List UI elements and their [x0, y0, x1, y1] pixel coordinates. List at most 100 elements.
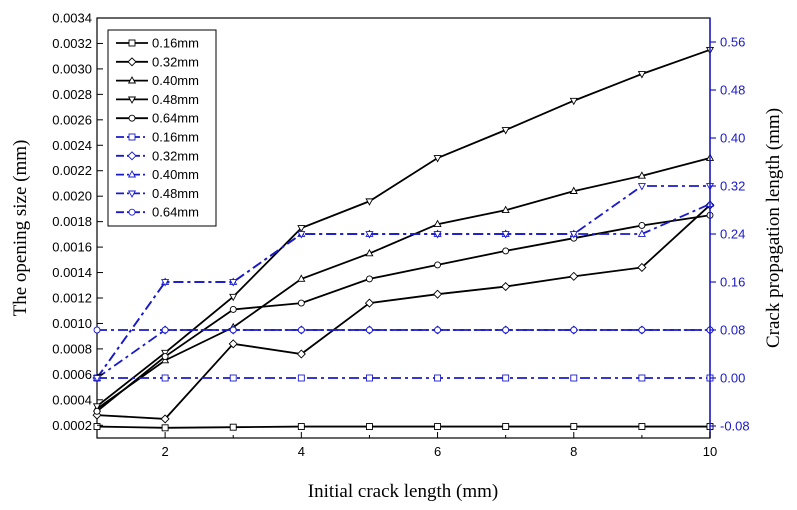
- data-point-diamond: [296, 349, 306, 359]
- legend-label: 0.40mm: [152, 167, 199, 182]
- series-left-0.16mm: [93, 423, 714, 432]
- data-point-triangle-up: [569, 186, 578, 194]
- x-tick-label: 6: [434, 444, 441, 459]
- left-y-tick-label: 0.0034: [52, 11, 92, 26]
- data-point-circle: [128, 114, 136, 122]
- right-y-tick-label: -0.08: [720, 419, 750, 434]
- data-point-square: [502, 423, 510, 430]
- data-point-circle: [128, 208, 136, 216]
- legend-label: 0.16mm: [152, 36, 199, 51]
- right-y-tick-label: 0.56: [720, 35, 745, 50]
- legend-label: 0.32mm: [152, 148, 199, 163]
- legend: 0.16mm 0.32mm 0.40mm 0.48mm 0.64mm 0.16mm 0.32…: [107, 29, 217, 227]
- data-point-square: [570, 423, 578, 430]
- data-point-diamond: [127, 57, 137, 67]
- data-point-triangle-up: [501, 205, 510, 214]
- data-point-circle: [229, 326, 237, 334]
- data-point-triangle-up: [297, 274, 306, 282]
- series-line: [96, 157, 711, 410]
- series-line: [96, 204, 711, 420]
- data-point-square: [638, 423, 646, 430]
- legend-entry: 0.48mm: [116, 92, 199, 107]
- left-y-tick-label: 0.0032: [52, 36, 92, 51]
- right-y-tick-label: 0.08: [720, 323, 745, 338]
- left-y-tick-label: 0.0002: [52, 418, 92, 433]
- data-point-triangle-up: [127, 170, 137, 178]
- data-point-circle: [161, 326, 169, 334]
- legend-entry: 0.32mm: [116, 54, 199, 69]
- legend-entry: 0.40mm: [116, 167, 199, 182]
- data-point-triangle-up: [637, 229, 646, 237]
- data-point-square: [161, 374, 169, 382]
- data-point-triangle-down: [501, 231, 510, 239]
- data-point-circle: [365, 275, 373, 283]
- left-y-tick-label: 0.0022: [52, 163, 92, 178]
- series-left-0.48mm: [92, 46, 715, 411]
- data-point-circle: [638, 326, 646, 334]
- x-tick-label: 8: [570, 444, 577, 459]
- left-y-tick-label: 0.0028: [52, 87, 92, 102]
- left-y-tick-label: 0.0030: [52, 61, 92, 76]
- data-point-diamond: [433, 289, 443, 299]
- left-y-tick-label: 0.0014: [52, 265, 92, 280]
- series-line: [96, 48, 711, 407]
- data-point-diamond: [364, 298, 374, 308]
- series-left-0.32mm: [92, 200, 715, 424]
- legend-label: 0.64mm: [152, 205, 199, 220]
- data-point-circle: [229, 306, 237, 313]
- data-point-square: [128, 39, 136, 47]
- data-point-triangle-down: [229, 293, 238, 302]
- data-point-circle: [93, 326, 101, 334]
- data-point-triangle-up: [637, 171, 646, 179]
- legend-label: 0.48mm: [152, 186, 199, 201]
- data-point-triangle-down: [297, 225, 306, 233]
- data-point-triangle-up: [433, 219, 442, 228]
- data-point-square: [365, 374, 373, 382]
- data-point-triangle-down: [127, 96, 137, 104]
- right-y-axis-title: Crack propagation length (mm): [763, 108, 784, 348]
- data-point-circle: [502, 326, 510, 334]
- right-y-tick-label: 0.24: [720, 227, 745, 242]
- data-point-triangle-down: [92, 375, 102, 383]
- legend-entry: 0.32mm: [116, 148, 199, 163]
- left-y-tick-label: 0.0018: [52, 214, 92, 229]
- data-point-diamond: [569, 271, 579, 281]
- data-point-square: [161, 424, 169, 432]
- right-y-tick-label: 0.40: [720, 131, 745, 146]
- data-point-circle: [502, 247, 510, 255]
- legend-entry: 0.16mm: [116, 130, 199, 145]
- left-y-tick-label: 0.0020: [52, 189, 92, 204]
- legend-label: 0.48mm: [152, 92, 199, 107]
- data-point-circle: [638, 222, 646, 229]
- data-point-triangle-down: [92, 403, 102, 411]
- x-tick-label: 2: [161, 444, 168, 459]
- data-point-square: [570, 374, 578, 382]
- data-point-triangle-down: [297, 231, 306, 239]
- data-point-triangle-down: [637, 71, 646, 79]
- data-point-square: [297, 423, 305, 430]
- right-y-tick-label: 0.48: [720, 83, 745, 98]
- left-y-tick-label: 0.0004: [52, 392, 92, 407]
- legend-entry: 0.48mm: [116, 186, 199, 201]
- left-y-tick-label: 0.0026: [52, 112, 92, 127]
- left-y-tick-label: 0.0012: [52, 291, 92, 306]
- legend-label: 0.64mm: [152, 111, 199, 126]
- data-point-circle: [365, 326, 373, 334]
- data-point-square: [638, 374, 646, 382]
- series-line: [96, 185, 710, 379]
- series-right-0.64mm: [93, 326, 714, 334]
- x-tick-label: 4: [298, 444, 305, 459]
- left-y-tick-label: 0.0010: [52, 316, 92, 331]
- series-line: [96, 214, 711, 412]
- data-point-square: [229, 374, 237, 382]
- legend-entry: 0.16mm: [116, 36, 199, 51]
- data-point-triangle-up: [127, 76, 137, 84]
- data-point-diamond: [228, 339, 238, 349]
- data-point-triangle-down: [127, 190, 137, 198]
- data-point-circle: [297, 299, 305, 307]
- data-point-square: [434, 374, 442, 382]
- left-y-tick-label: 0.0008: [52, 341, 92, 356]
- right-y-tick-label: 0.16: [720, 275, 745, 290]
- axes-layer: 2 4 6 8 10 0.0002 0.0004 0.0006 0.0008 0.0010 0.00…: [52, 11, 749, 460]
- data-point-circle: [570, 326, 578, 334]
